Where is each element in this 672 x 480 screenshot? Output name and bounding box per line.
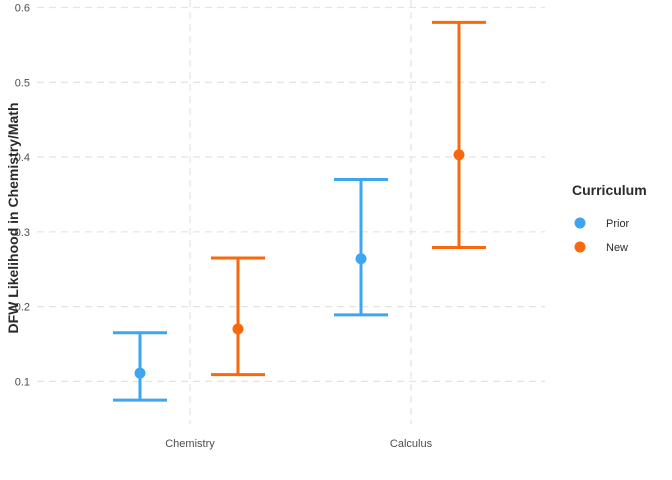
point-estimate	[134, 367, 146, 379]
legend-label: New	[606, 242, 628, 254]
legend-key	[574, 217, 586, 229]
point-estimate	[232, 323, 244, 335]
legend-label: Prior	[606, 218, 630, 230]
legend-title: Curriculum	[572, 182, 647, 198]
data-marks	[113, 20, 486, 402]
y-axis-title: DFW Likelihood in Chemistry/Math	[5, 102, 21, 333]
y-axis-ticks: 0.1 0.2 0.3 0.4 0.5 0.6	[15, 2, 30, 388]
x-axis-ticks: Chemistry Calculus	[165, 438, 432, 450]
legend: Curriculum Prior New	[572, 182, 647, 254]
x-tick-label: Chemistry	[165, 438, 215, 450]
y-tick-label: 0.1	[15, 376, 30, 388]
y-tick-label: 0.4	[15, 152, 30, 164]
y-tick-label: 0.2	[15, 302, 30, 314]
x-tick-label: Calculus	[390, 438, 433, 450]
point-estimate	[453, 149, 465, 161]
y-tick-label: 0.5	[15, 77, 30, 89]
point-estimate	[355, 253, 367, 265]
y-tick-label: 0.3	[15, 227, 30, 239]
grid-lines	[37, 0, 545, 424]
y-tick-label: 0.6	[15, 2, 30, 14]
legend-key	[574, 241, 586, 253]
